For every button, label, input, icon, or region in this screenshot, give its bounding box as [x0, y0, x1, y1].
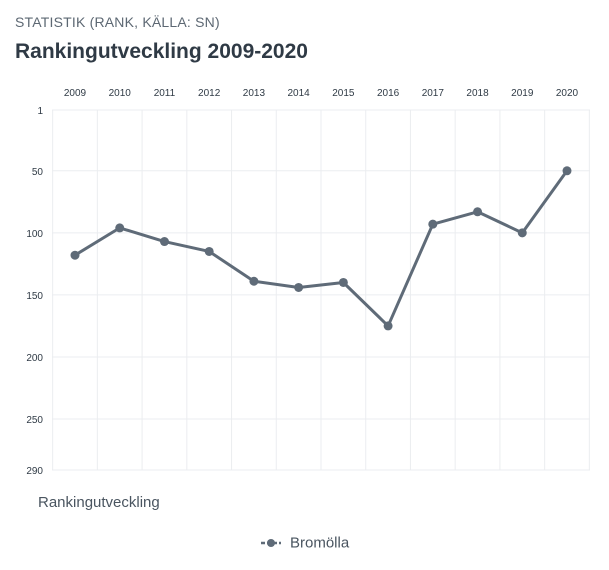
x-tick-label: 2010: [109, 88, 132, 99]
y-tick-label: 250: [26, 415, 43, 426]
x-tick-label: 2013: [243, 88, 266, 99]
y-tick-label: 200: [26, 353, 43, 364]
data-point: [249, 276, 259, 286]
data-point: [204, 246, 214, 256]
series-line: [74, 169, 569, 328]
y-tick-label: 50: [32, 167, 44, 178]
x-tick-label: 2012: [198, 88, 221, 99]
data-point: [562, 166, 572, 176]
data-point: [70, 250, 80, 260]
x-tick-label: 2014: [288, 88, 311, 99]
legend[interactable]: Bromölla: [0, 534, 609, 552]
data-point: [294, 282, 304, 292]
y-axis-title: Rankingutveckling: [38, 494, 160, 511]
x-tick-label: 2018: [466, 88, 489, 99]
data-point: [159, 237, 169, 247]
x-tick-label: 2009: [64, 88, 87, 99]
x-tick-label: 2019: [511, 88, 534, 99]
x-tick-label: 2020: [556, 88, 579, 99]
data-point: [473, 207, 483, 217]
chart-kicker: STATISTIK (RANK, KÄLLA: SN): [15, 14, 220, 30]
y-tick-label: 290: [26, 466, 43, 477]
legend-marker-icon: [260, 539, 281, 548]
data-point: [517, 228, 527, 238]
data-point: [383, 321, 393, 331]
x-tick-label: 2017: [422, 88, 445, 99]
x-tick-label: 2011: [154, 88, 176, 99]
chart-title: Rankingutveckling 2009-2020: [15, 40, 308, 63]
y-tick-label: 1: [37, 106, 43, 117]
y-tick-label: 150: [26, 291, 43, 302]
data-point: [338, 277, 348, 287]
x-tick-label: 2015: [332, 88, 355, 99]
y-tick-label: 100: [26, 229, 43, 240]
data-point: [428, 219, 438, 229]
legend-label: Bromölla: [289, 534, 350, 552]
x-tick-label: 2016: [377, 88, 400, 99]
data-point: [115, 223, 125, 233]
